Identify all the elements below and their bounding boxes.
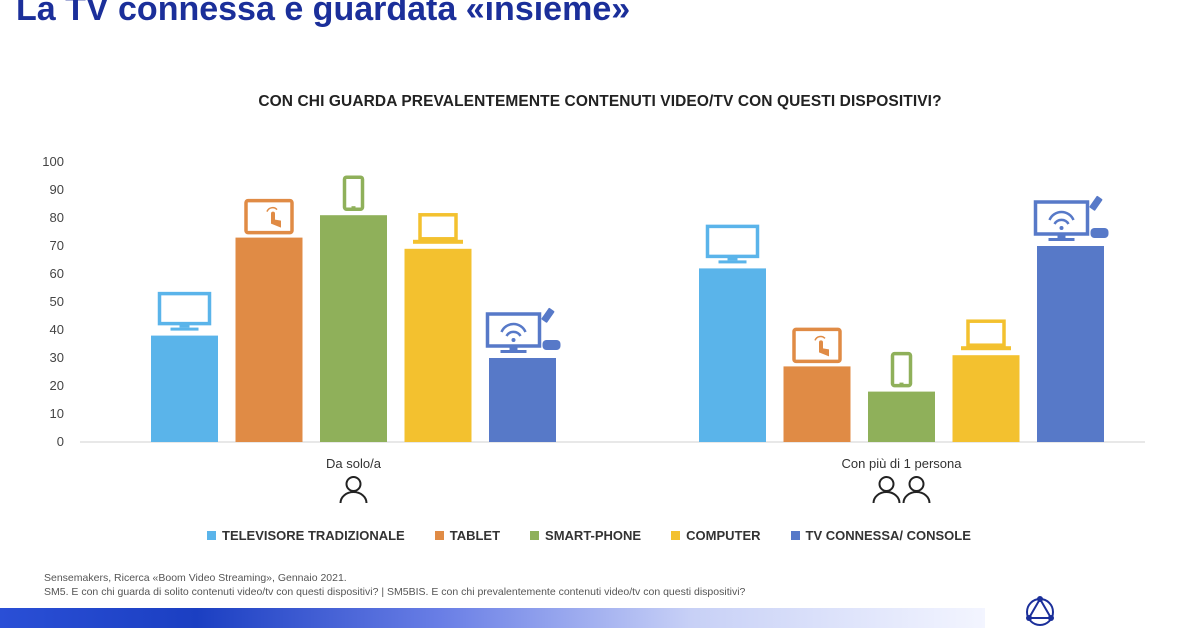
chart-title: CON CHI GUARDA PREVALENTEMENTE CONTENUTI… <box>258 93 942 110</box>
bar <box>489 358 556 442</box>
smart-tv-console-icon <box>485 307 561 353</box>
bar <box>1037 246 1104 442</box>
legend-item: TELEVISORE TRADIZIONALE <box>207 528 405 543</box>
tablet-icon <box>244 198 294 235</box>
source-note: Sensemakers, Ricerca «Boom Video Streami… <box>44 571 745 599</box>
bar <box>783 366 851 442</box>
footer-band <box>0 608 985 628</box>
legend-item: COMPUTER <box>671 528 761 543</box>
tablet-icon <box>792 327 842 364</box>
y-tick-label: 0 <box>57 434 64 449</box>
y-tick-label: 70 <box>50 238 64 253</box>
legend-swatch <box>671 531 681 540</box>
tv-icon <box>157 291 212 331</box>
smart-tv-console-icon <box>1033 195 1109 241</box>
y-tick-label: 90 <box>50 182 64 197</box>
y-tick-label: 20 <box>50 378 64 393</box>
y-tick-label: 60 <box>50 266 64 281</box>
brand-logo-icon <box>1026 596 1054 626</box>
x-category-label: Da solo/a <box>326 456 382 471</box>
legend-item: SMART-PHONE <box>530 528 641 543</box>
legend-swatch <box>434 531 444 540</box>
legend-label: TELEVISORE TRADIZIONALE <box>222 528 405 543</box>
legend-label: SMART-PHONE <box>545 528 642 543</box>
y-tick-label: 40 <box>50 322 64 337</box>
smartphone-icon <box>342 175 365 211</box>
y-tick-label: 10 <box>50 406 64 421</box>
bar <box>404 248 472 442</box>
y-tick-label: 30 <box>50 350 64 365</box>
tv-icon <box>705 224 760 264</box>
chart-legend: TELEVISORE TRADIZIONALE TABLET SMART-PHO… <box>207 528 1001 543</box>
x-category-label: Con più di 1 persona <box>842 456 963 471</box>
person-icon <box>339 476 368 504</box>
bar <box>868 391 935 442</box>
laptop-icon <box>961 319 1011 351</box>
legend-label: COMPUTER <box>686 528 761 543</box>
question-note: SM5. E con chi guarda di solito contenut… <box>44 586 746 598</box>
laptop-icon <box>413 213 463 244</box>
bar <box>151 335 218 442</box>
bar <box>952 355 1020 442</box>
legend-swatch <box>530 531 540 540</box>
legend-swatch <box>207 531 216 540</box>
bar <box>699 268 766 442</box>
person-icon <box>872 476 901 504</box>
legend-item: TABLET <box>434 528 501 543</box>
slide-title: La TV connessa è guardata «insieme» <box>16 0 631 28</box>
y-tick-label: 100 <box>42 154 64 169</box>
legend-item: TV CONNESSA/ CONSOLE <box>790 528 971 543</box>
smartphone-icon <box>890 351 913 388</box>
bar <box>235 237 303 442</box>
person-icon <box>902 476 931 504</box>
y-tick-label: 50 <box>50 294 64 309</box>
legend-label: TV CONNESSA/ CONSOLE <box>805 528 971 543</box>
y-tick-label: 80 <box>50 210 64 225</box>
bar <box>320 215 387 442</box>
source-line: Sensemakers, Ricerca «Boom Video Streami… <box>44 572 347 584</box>
legend-label: TABLET <box>449 528 501 543</box>
legend-swatch <box>790 531 800 540</box>
